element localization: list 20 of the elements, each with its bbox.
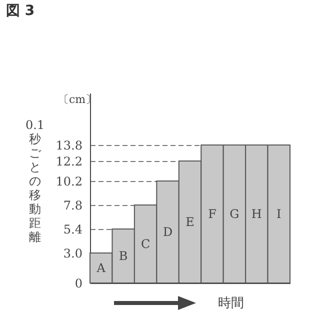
y-tick-label: 13.8 bbox=[56, 138, 82, 152]
x-tick-label: D bbox=[162, 225, 173, 239]
x-axis-title: 時間 bbox=[218, 295, 244, 312]
text: 0.1 秒ごとの移動距離 bbox=[25, 118, 45, 244]
x-tick-label: G bbox=[230, 207, 240, 221]
x-tick-label: F bbox=[208, 207, 216, 221]
y-tick-label: 10.2 bbox=[56, 174, 82, 188]
x-tick-label: E bbox=[186, 215, 194, 229]
y-tick-label: 12.2 bbox=[56, 154, 82, 168]
chart-title: 図 3 bbox=[6, 2, 35, 20]
x-tick-label: C bbox=[140, 237, 150, 251]
y-tick-label: 0 bbox=[74, 276, 82, 290]
y-tick-label: 3.0 bbox=[63, 246, 82, 260]
annotation: 〔cm〕 bbox=[58, 92, 97, 107]
x-tick-label: A bbox=[96, 261, 106, 275]
y-tick-label: 7.8 bbox=[63, 198, 82, 212]
x-tick-label: B bbox=[118, 249, 128, 263]
y-tick-label: 5.4 bbox=[63, 222, 83, 236]
x-tick-label: I bbox=[276, 207, 282, 221]
x-tick-label: H bbox=[251, 207, 262, 221]
